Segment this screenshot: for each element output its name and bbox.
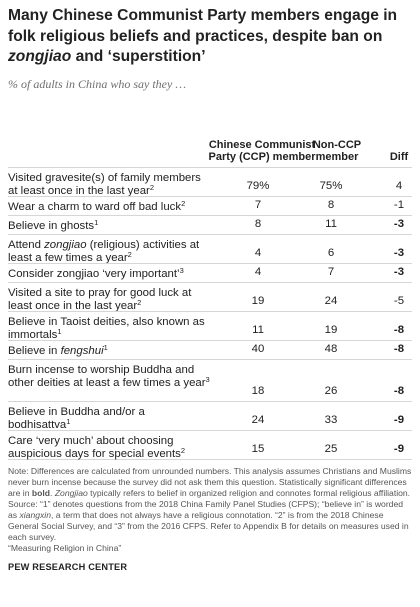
ccp-value: 4 (254, 246, 262, 259)
non-ccp-value: 24 (324, 294, 338, 307)
table-row: Believe in Taoist deities, also known as… (8, 310, 412, 341)
ccp-value: 4 (254, 265, 262, 278)
table-row: Visited gravesite(s) of family members a… (8, 166, 412, 197)
non-ccp-value: 33 (324, 413, 338, 426)
diff-value: -8 (393, 384, 405, 397)
diff-value: -3 (393, 246, 405, 259)
diff-value: -3 (393, 217, 405, 230)
non-ccp-value: 25 (324, 442, 338, 455)
non-ccp-value: 11 (325, 217, 337, 230)
diff-value: -1 (393, 198, 405, 211)
row-label: Care ‘very much’ about choosing auspicio… (8, 434, 186, 460)
ccp-value: 19 (251, 294, 265, 307)
non-ccp-value: 7 (327, 265, 335, 278)
table-row: Care ‘very much’ about choosing auspicio… (8, 429, 412, 460)
diff-value: -8 (393, 323, 405, 336)
chart-subtitle: % of adults in China who say they … (8, 76, 186, 91)
non-ccp-value: 26 (324, 384, 338, 397)
row-label: Attend zongjiao (religious) activities a… (8, 238, 200, 264)
diff-value: -9 (393, 413, 405, 426)
non-ccp-value: 75% (319, 179, 343, 192)
notes: Note: Differences are calculated from un… (8, 458, 412, 554)
row-label: Believe in Buddha and/or a bodhisattva1 (8, 405, 145, 431)
table-row: Visited a site to pray for good luck at … (8, 281, 412, 312)
non-ccp-value: 6 (327, 246, 335, 259)
column-header-ccp: Chinese Communist Party (CCP) member (208, 138, 316, 164)
chart-title: Many Chinese Communist Party members eng… (8, 7, 398, 65)
source-text: Source: “1” denotes questions from the 2… (8, 498, 409, 542)
table-row: Attend zongjiao (religious) activities a… (8, 233, 412, 264)
diff-value: -5 (393, 294, 405, 307)
row-label: Believe in fengshui1 (8, 342, 108, 357)
report-title: “Measuring Religion in China” (8, 542, 122, 553)
ccp-value: 11 (252, 323, 264, 336)
diff-value: -9 (393, 442, 405, 455)
diff-value: -8 (393, 342, 405, 355)
ccp-value: 40 (251, 342, 265, 355)
table-row: Consider zongjiao ‘very important’3 4 7 -3 (8, 262, 412, 282)
table-row: Burn incense to worship Buddha and other… (8, 358, 412, 401)
row-label: Burn incense to worship Buddha and other… (8, 363, 210, 389)
column-headers: Chinese Communist Party (CCP) member Non… (8, 102, 412, 164)
diff-value: -3 (393, 265, 405, 278)
table-row: Believe in ghosts1 8 11 -3 (8, 214, 412, 234)
row-label: Wear a charm to ward off bad luck2 (8, 198, 186, 213)
non-ccp-value: 48 (324, 342, 338, 355)
ccp-value: 8 (254, 217, 262, 230)
table-row: Believe in Buddha and/or a bodhisattva1 2… (8, 400, 412, 431)
ccp-value: 79% (246, 179, 270, 192)
non-ccp-value: 8 (327, 198, 335, 211)
row-label: Visited a site to pray for good luck at … (8, 286, 192, 312)
column-header-diff: Diff (389, 151, 409, 163)
table-body: Visited gravesite(s) of family members a… (8, 166, 412, 460)
row-label: Visited gravesite(s) of family members a… (8, 171, 201, 197)
table-row: Wear a charm to ward off bad luck2 7 8 -1 (8, 195, 412, 215)
row-label: Believe in Taoist deities, also known as… (8, 315, 205, 341)
row-label: Consider zongjiao ‘very important’3 (8, 265, 184, 280)
table-row: Believe in fengshui1 40 48 -8 (8, 339, 412, 359)
ccp-value: 18 (251, 384, 265, 397)
ccp-value: 24 (251, 413, 265, 426)
row-label: Believe in ghosts1 (8, 217, 99, 232)
non-ccp-value: 19 (324, 323, 338, 336)
column-header-non-ccp: Non-CCP member (312, 138, 362, 164)
pew-logo: PEW RESEARCH CENTER (8, 561, 128, 572)
diff-value: 4 (395, 179, 403, 192)
note-text: Note: Differences are calculated from un… (8, 465, 412, 498)
ccp-value: 7 (254, 198, 262, 211)
ccp-value: 15 (251, 442, 265, 455)
